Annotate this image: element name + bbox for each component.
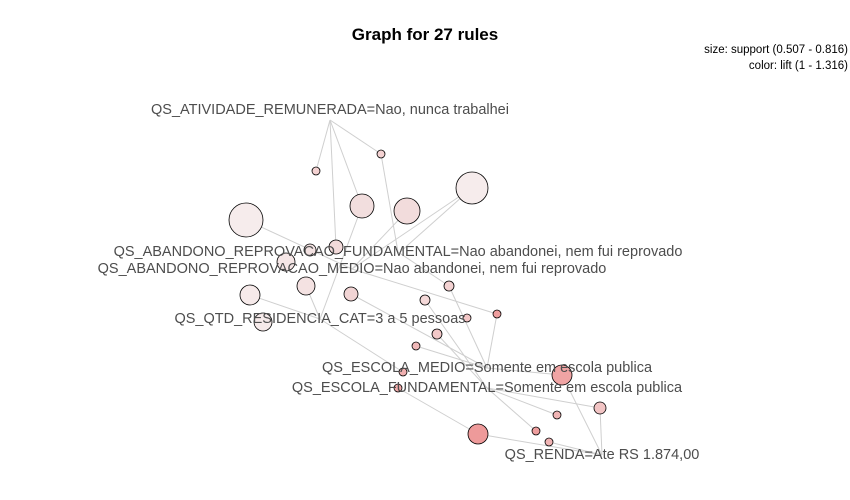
item-label: QS_ABANDONO_REPROVACAO_MEDIO=Nao abandon…: [98, 261, 607, 277]
legend-color: color: lift (1 - 1.316): [749, 60, 848, 72]
item-label: QS_QTD_RESIDENCIA_CAT=3 a 5 pessoas: [174, 311, 465, 327]
title: Graph for 27 rules: [352, 25, 498, 44]
item-label: QS_ESCOLA_MEDIO=Somente em escola public…: [322, 360, 653, 376]
item-label: QS_ABANDONO_REPROVACAO_FUNDAMENTAL=Nao a…: [114, 244, 683, 260]
rules: [228, 149, 607, 447]
item-label: QS_RENDA=Ate RS 1.874,00: [505, 447, 700, 463]
item-label: QS_ATIVIDADE_REMUNERADA=Nao, nunca traba…: [151, 102, 509, 118]
legend-size: size: support (0.507 - 0.816): [704, 44, 848, 56]
item-label: QS_ESCOLA_FUNDAMENTAL=Somente em escola …: [292, 380, 683, 396]
